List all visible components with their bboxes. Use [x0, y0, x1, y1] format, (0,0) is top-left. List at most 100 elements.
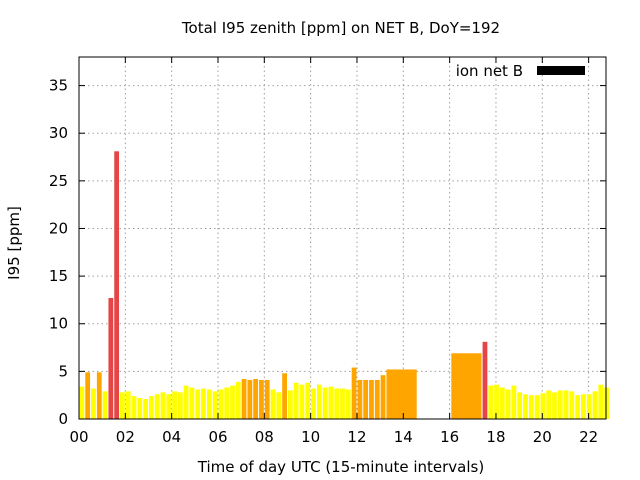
bar: [91, 388, 96, 419]
bar: [241, 378, 247, 419]
bar: [451, 353, 482, 419]
bar: [299, 384, 305, 419]
bar: [374, 379, 380, 419]
grid: [79, 57, 606, 419]
bar: [598, 384, 604, 419]
bar: [511, 385, 517, 419]
x-axis-label: Time of day UTC (15-minute intervals): [197, 458, 484, 476]
x-tick-label: 08: [255, 428, 274, 446]
legend: ion net B: [456, 62, 585, 80]
bar: [569, 391, 575, 419]
bar: [172, 391, 177, 419]
x-tick-label: 16: [440, 428, 459, 446]
y-tick-label: 35: [49, 77, 68, 95]
bar: [201, 388, 206, 419]
bar: [534, 395, 540, 419]
bar: [287, 390, 293, 419]
y-tick-label: 15: [49, 267, 68, 285]
bar: [499, 387, 505, 419]
bar: [230, 385, 235, 419]
plot-frame: [78, 56, 607, 420]
x-tick-label: 02: [116, 428, 135, 446]
x-tick-label: 18: [486, 428, 505, 446]
bar: [482, 341, 488, 419]
x-tick-label: 04: [162, 428, 181, 446]
bar: [380, 375, 386, 419]
bar: [235, 381, 241, 419]
x-tick-label: 12: [347, 428, 366, 446]
bar: [592, 391, 598, 419]
bar: [114, 151, 120, 419]
bar: [575, 395, 581, 419]
bar: [488, 385, 494, 419]
x-tick-label: 14: [394, 428, 413, 446]
bars: [79, 151, 609, 419]
bar: [581, 394, 586, 419]
bar: [212, 391, 218, 419]
y-tick-label: 30: [49, 124, 68, 142]
bar: [148, 396, 154, 419]
bar: [351, 367, 357, 419]
x-tick-label: 10: [301, 428, 320, 446]
chart-title: Total I95 zenith [ppm] on NET B, DoY=192: [181, 19, 500, 37]
bar: [259, 379, 264, 419]
y-tick-label: 20: [49, 219, 68, 237]
x-tick-label: 22: [579, 428, 598, 446]
bar: [563, 390, 569, 419]
bar: [125, 391, 131, 419]
bar: [334, 388, 340, 419]
bar: [357, 379, 363, 419]
y-tick-label: 5: [58, 362, 68, 380]
bar: [546, 390, 552, 419]
bar: [108, 298, 114, 419]
bar: [270, 389, 276, 419]
bar: [276, 392, 282, 419]
bar: [328, 386, 334, 419]
bar: [120, 392, 125, 419]
bar: [189, 387, 195, 419]
bar: [386, 369, 417, 419]
bar: [143, 398, 148, 419]
bar: [85, 372, 91, 419]
bar: [316, 384, 322, 419]
bar: [340, 388, 345, 419]
bar: [154, 394, 160, 419]
bar: [363, 379, 369, 419]
bar: [494, 384, 499, 419]
bar: [79, 386, 85, 419]
bar: [305, 382, 311, 419]
bar: [557, 390, 563, 419]
bar: [586, 394, 592, 419]
bar: [218, 389, 224, 419]
bar: [552, 392, 557, 419]
bar: [206, 389, 212, 419]
bar: [253, 378, 259, 419]
legend-label: ion net B: [456, 62, 523, 80]
bar: [540, 393, 546, 419]
bar: [224, 387, 230, 419]
bar: [264, 379, 270, 419]
y-tick-label: 25: [49, 172, 68, 190]
bar: [247, 379, 253, 419]
x-tick-label: 06: [208, 428, 227, 446]
bar: [604, 387, 609, 419]
y-axis-label: I95 [ppm]: [5, 206, 23, 280]
y-tick-label: 0: [58, 410, 68, 428]
legend-swatch: [537, 66, 585, 75]
bar: [195, 389, 201, 419]
bar: [177, 392, 183, 419]
bar: [160, 392, 166, 419]
bar: [183, 385, 189, 419]
bar: [528, 395, 534, 419]
x-tick-label: 20: [533, 428, 552, 446]
bar: [345, 389, 351, 419]
bar: [282, 373, 287, 419]
bar: [166, 394, 172, 419]
axes: 0 5 10 15 20 25 30 35 00 02 04 06 08 10 12 14 16 18 20 22: [49, 56, 607, 446]
bar: [311, 388, 316, 419]
bar: [96, 372, 102, 419]
bar: [137, 398, 143, 419]
y-tick-label: 10: [49, 315, 68, 333]
x-tick-label: 00: [69, 428, 88, 446]
